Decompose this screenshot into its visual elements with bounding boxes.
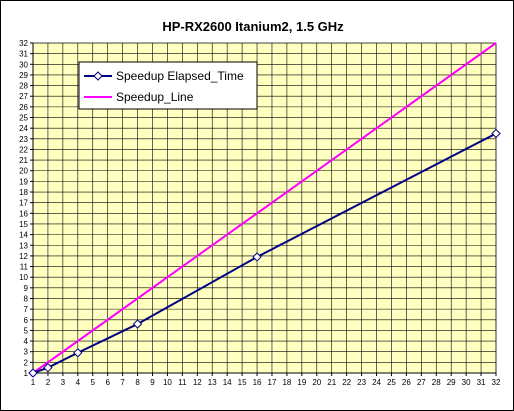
x-tick-label: 24 (372, 378, 381, 387)
x-tick-label: 16 (253, 378, 262, 387)
grid (33, 42, 497, 373)
series-line-1 (32, 42, 497, 374)
x-tick-label: 18 (282, 378, 291, 387)
y-tick-label: 24 (19, 124, 28, 133)
chart-title: HP-RX2600 Itanium2, 1.5 GHz (162, 19, 344, 34)
x-tick-label: 12 (193, 378, 202, 387)
data-point-marker (73, 348, 83, 358)
x-tick-label: 4 (76, 378, 81, 387)
y-tick-label: 1 (24, 369, 29, 378)
y-tick-label: 9 (24, 284, 29, 293)
x-tick-label: 11 (178, 378, 187, 387)
y-axis: 1234567891011121314151617181920212223242… (19, 39, 34, 378)
y-tick-label: 10 (19, 273, 28, 282)
x-axis: 1 2 3 4 5 6 7 8 9 10 11 12 13 14 15 16 17 18 19 20 21 22 23 24 2… (31, 372, 501, 387)
x-tick-label: 14 (223, 378, 232, 387)
x-tick-label: 27 (417, 378, 426, 387)
y-tick-label: 14 (19, 231, 28, 240)
data-point-marker (28, 368, 38, 378)
y-tick-label: 27 (19, 92, 28, 101)
x-tick-label: 31 (477, 378, 486, 387)
x-tick-label: 2 (46, 378, 51, 387)
y-tick-label: 29 (19, 71, 28, 80)
y-tick-label: 8 (24, 294, 29, 303)
y-tick-label: 6 (24, 316, 29, 325)
x-tick-label: 5 (91, 378, 96, 387)
y-tick-label: 5 (24, 326, 29, 335)
y-tick-label: 13 (19, 241, 28, 250)
x-tick-label: 22 (342, 378, 351, 387)
series-layer (28, 42, 501, 378)
x-tick-label: 29 (447, 378, 456, 387)
y-tick-label: 21 (19, 156, 28, 165)
x-tick-label: 8 (135, 378, 140, 387)
legend-label-line: Speedup_Line (116, 90, 194, 104)
x-tick-label: 21 (327, 378, 336, 387)
data-point-marker (132, 319, 143, 329)
y-tick-label: 7 (24, 305, 29, 314)
y-tick-label: 30 (19, 60, 28, 69)
y-tick-label: 31 (19, 50, 28, 59)
x-tick-label: 6 (105, 378, 110, 387)
y-tick-label: 25 (19, 114, 28, 123)
data-point-marker (491, 128, 501, 139)
y-tick-label: 20 (19, 167, 28, 176)
x-tick-label: 26 (402, 378, 411, 387)
x-tick-label: 13 (208, 378, 217, 387)
y-tick-label: 17 (19, 199, 28, 208)
y-tick-label: 22 (19, 145, 28, 154)
y-tick-label: 19 (19, 177, 28, 186)
y-tick-label: 26 (19, 103, 28, 112)
x-tick-label: 23 (357, 378, 366, 387)
y-tick-label: 12 (19, 252, 28, 261)
x-tick-label: 19 (297, 378, 306, 387)
legend: Speedup Elapsed_Time Speedup_Line (78, 61, 258, 110)
x-tick-label: 32 (492, 378, 501, 387)
y-tick-label: 11 (20, 263, 29, 272)
y-tick-label: 16 (19, 209, 28, 218)
x-tick-label: 25 (387, 378, 396, 387)
x-tick-label: 3 (61, 378, 66, 387)
x-tick-label: 17 (268, 378, 277, 387)
x-tick-label: 28 (432, 378, 441, 387)
x-tick-label: 9 (150, 378, 155, 387)
legend-box (78, 61, 258, 110)
x-tick-label: 1 (31, 378, 36, 387)
x-tick-label: 7 (120, 378, 125, 387)
x-tick-label: 15 (238, 378, 247, 387)
y-tick-label: 3 (24, 348, 29, 357)
x-tick-label: 20 (312, 378, 321, 387)
x-tick-label: 30 (462, 378, 471, 387)
y-tick-label: 23 (19, 135, 28, 144)
data-point-marker (252, 252, 262, 262)
y-tick-label: 4 (24, 337, 29, 346)
legend-marker-diamond (93, 71, 103, 81)
y-tick-label: 2 (24, 358, 29, 367)
legend-label-elapsed: Speedup Elapsed_Time (116, 69, 244, 83)
data-point-marker (43, 362, 53, 373)
y-tick-label: 28 (19, 82, 28, 91)
y-tick-label: 15 (19, 220, 28, 229)
y-tick-label: 18 (19, 188, 28, 197)
x-tick-label: 10 (163, 378, 172, 387)
y-tick-label: 32 (19, 39, 28, 48)
